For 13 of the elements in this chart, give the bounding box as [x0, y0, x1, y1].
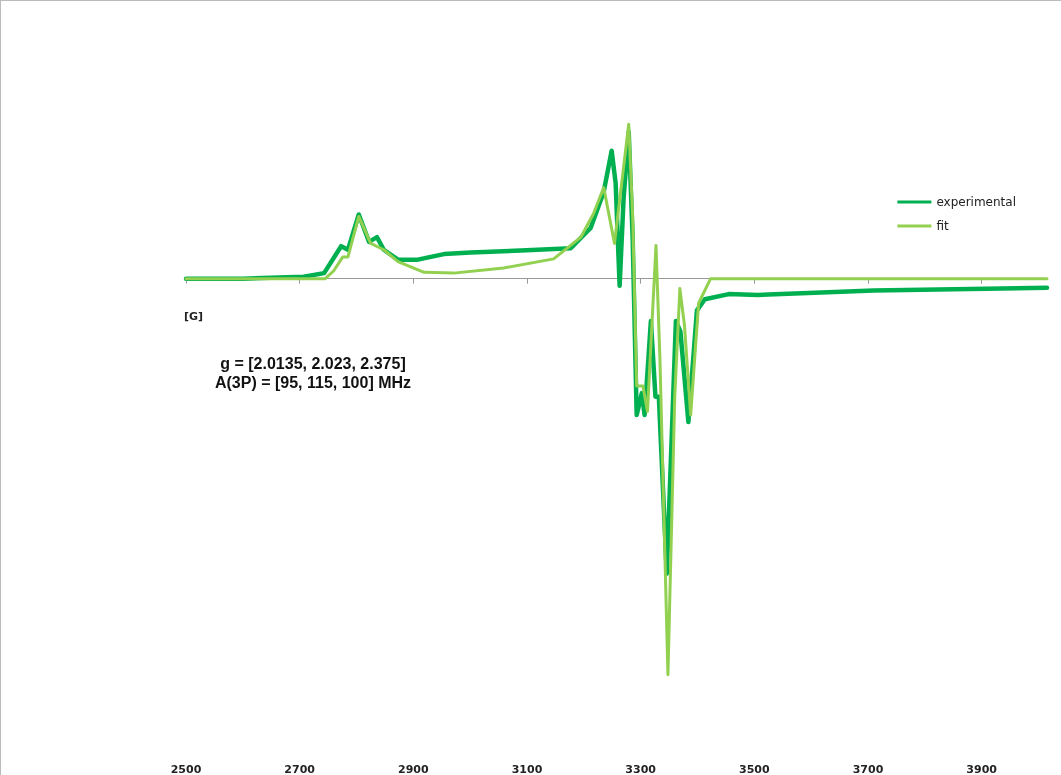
annotation: g = [2.0135, 2.023, 2.375] [220, 354, 406, 372]
x-tick-label: 3900 [966, 763, 998, 775]
x-tick-label: 2900 [398, 763, 429, 775]
x-tick-label: 3100 [511, 763, 543, 775]
x-axis-title: [G] [184, 309, 204, 323]
x-tick-label: 3500 [739, 763, 770, 775]
annotation: A(3P) = [95, 115, 100] MHz [214, 373, 412, 391]
x-tick-label: 3300 [625, 763, 657, 775]
legend-label: fit [936, 219, 949, 233]
x-tick-label: 2500 [170, 763, 202, 775]
x-tick-label: 3700 [852, 763, 884, 775]
x-tick-label: 2700 [284, 763, 316, 775]
legend-label: experimental [936, 195, 1017, 209]
